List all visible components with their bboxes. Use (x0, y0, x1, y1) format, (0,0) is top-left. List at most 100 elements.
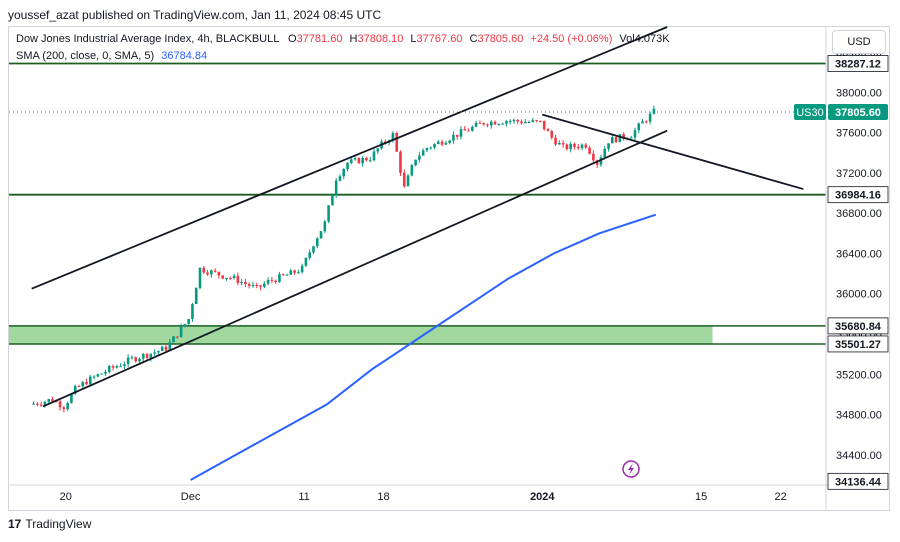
candle-body[interactable] (546, 129, 550, 132)
candle-body[interactable] (259, 285, 262, 287)
candle-body[interactable] (153, 352, 156, 354)
support-zone[interactable] (9, 325, 713, 344)
candle-body[interactable] (368, 160, 372, 162)
candle-body[interactable] (633, 130, 637, 138)
candle-body[interactable] (467, 130, 470, 132)
candle-body[interactable] (312, 246, 315, 253)
candle-body[interactable] (236, 275, 240, 284)
candle-body[interactable] (247, 283, 251, 286)
candle-body[interactable] (342, 169, 346, 177)
candle-body[interactable] (111, 366, 115, 368)
candle-body[interactable] (433, 143, 436, 148)
candle-body[interactable] (323, 221, 327, 232)
candle-body[interactable] (573, 143, 576, 147)
candle-body[interactable] (497, 123, 501, 125)
candle-body[interactable] (315, 238, 319, 247)
candle-body[interactable] (123, 364, 126, 367)
candle-body[interactable] (637, 123, 641, 131)
candle-body[interactable] (160, 346, 164, 352)
candle-body[interactable] (471, 126, 474, 131)
candle-body[interactable] (535, 120, 538, 122)
candle-body[interactable] (157, 351, 160, 353)
candle-body[interactable] (652, 108, 656, 114)
candle-body[interactable] (119, 366, 122, 368)
candle-body[interactable] (603, 148, 607, 158)
candle-body[interactable] (149, 353, 153, 358)
candle-body[interactable] (281, 274, 285, 276)
candle-body[interactable] (607, 143, 610, 149)
candle-body[interactable] (610, 137, 614, 144)
candle-body[interactable] (614, 137, 618, 143)
candle-body[interactable] (255, 285, 259, 287)
candle-body[interactable] (327, 205, 330, 222)
candle-body[interactable] (191, 304, 194, 319)
candle-body[interactable] (36, 403, 39, 405)
candle-body[interactable] (210, 270, 213, 275)
candle-body[interactable] (183, 323, 187, 327)
candle-body[interactable] (198, 267, 202, 288)
candle-body[interactable] (134, 357, 138, 362)
candle-body[interactable] (508, 121, 512, 123)
candle-body[interactable] (346, 162, 349, 170)
candle-body[interactable] (357, 158, 361, 164)
candle-body[interactable] (520, 121, 523, 124)
candle-body[interactable] (130, 357, 134, 359)
candle-body[interactable] (43, 401, 47, 405)
candle-body[interactable] (168, 342, 172, 351)
candle-body[interactable] (244, 282, 247, 284)
candle-body[interactable] (308, 252, 312, 258)
candle-body[interactable] (501, 123, 504, 125)
candle-body[interactable] (251, 285, 255, 287)
candle-body[interactable] (622, 134, 625, 139)
last-price-tag[interactable] (828, 103, 888, 120)
candle-body[interactable] (410, 165, 414, 176)
candle-body[interactable] (331, 195, 334, 206)
candle-body[interactable] (274, 280, 277, 283)
candle-body[interactable] (179, 326, 183, 337)
candle-body[interactable] (440, 141, 444, 145)
candle-body[interactable] (372, 151, 376, 161)
candle-body[interactable] (539, 120, 542, 122)
candle-body[interactable] (300, 265, 304, 273)
candle-body[interactable] (263, 283, 266, 287)
candle-body[interactable] (240, 282, 243, 284)
candle-body[interactable] (486, 124, 489, 126)
candle-body[interactable] (39, 404, 43, 406)
candle-body[interactable] (402, 172, 406, 187)
chart-frame[interactable] (8, 26, 890, 511)
candle-body[interactable] (512, 119, 516, 122)
candle-body[interactable] (293, 270, 296, 273)
candle-body[interactable] (206, 272, 209, 275)
candle-body[interactable] (278, 274, 281, 283)
candle-body[interactable] (176, 336, 179, 338)
candle-body[interactable] (172, 336, 175, 343)
candle-body[interactable] (66, 402, 69, 410)
candle-body[interactable] (85, 382, 88, 385)
level-price-tag[interactable] (827, 55, 889, 72)
level-price-tag[interactable] (827, 317, 889, 335)
candle-body[interactable] (81, 382, 85, 387)
candle-body[interactable] (421, 150, 425, 156)
candle-body[interactable] (225, 278, 228, 280)
candle-body[interactable] (384, 141, 387, 143)
candle-body[interactable] (542, 120, 546, 130)
currency-button[interactable]: USD (832, 30, 886, 54)
candle-body[interactable] (592, 153, 595, 161)
candle-body[interactable] (77, 385, 81, 387)
candle-body[interactable] (221, 275, 225, 279)
candle-body[interactable] (202, 267, 206, 273)
candle-body[interactable] (414, 159, 417, 166)
candle-body[interactable] (418, 155, 421, 160)
candle-body[interactable] (527, 121, 531, 123)
candle-body[interactable] (425, 148, 429, 151)
candle-body[interactable] (62, 407, 66, 410)
candle-body[interactable] (58, 401, 62, 408)
level-price-tag[interactable] (827, 186, 889, 204)
candle-body[interactable] (599, 157, 603, 165)
candle-body[interactable] (54, 401, 58, 403)
bolt-icon[interactable] (622, 460, 640, 478)
candle-body[interactable] (51, 399, 54, 402)
candle-body[interactable] (629, 137, 633, 139)
candle-body[interactable] (270, 279, 274, 281)
